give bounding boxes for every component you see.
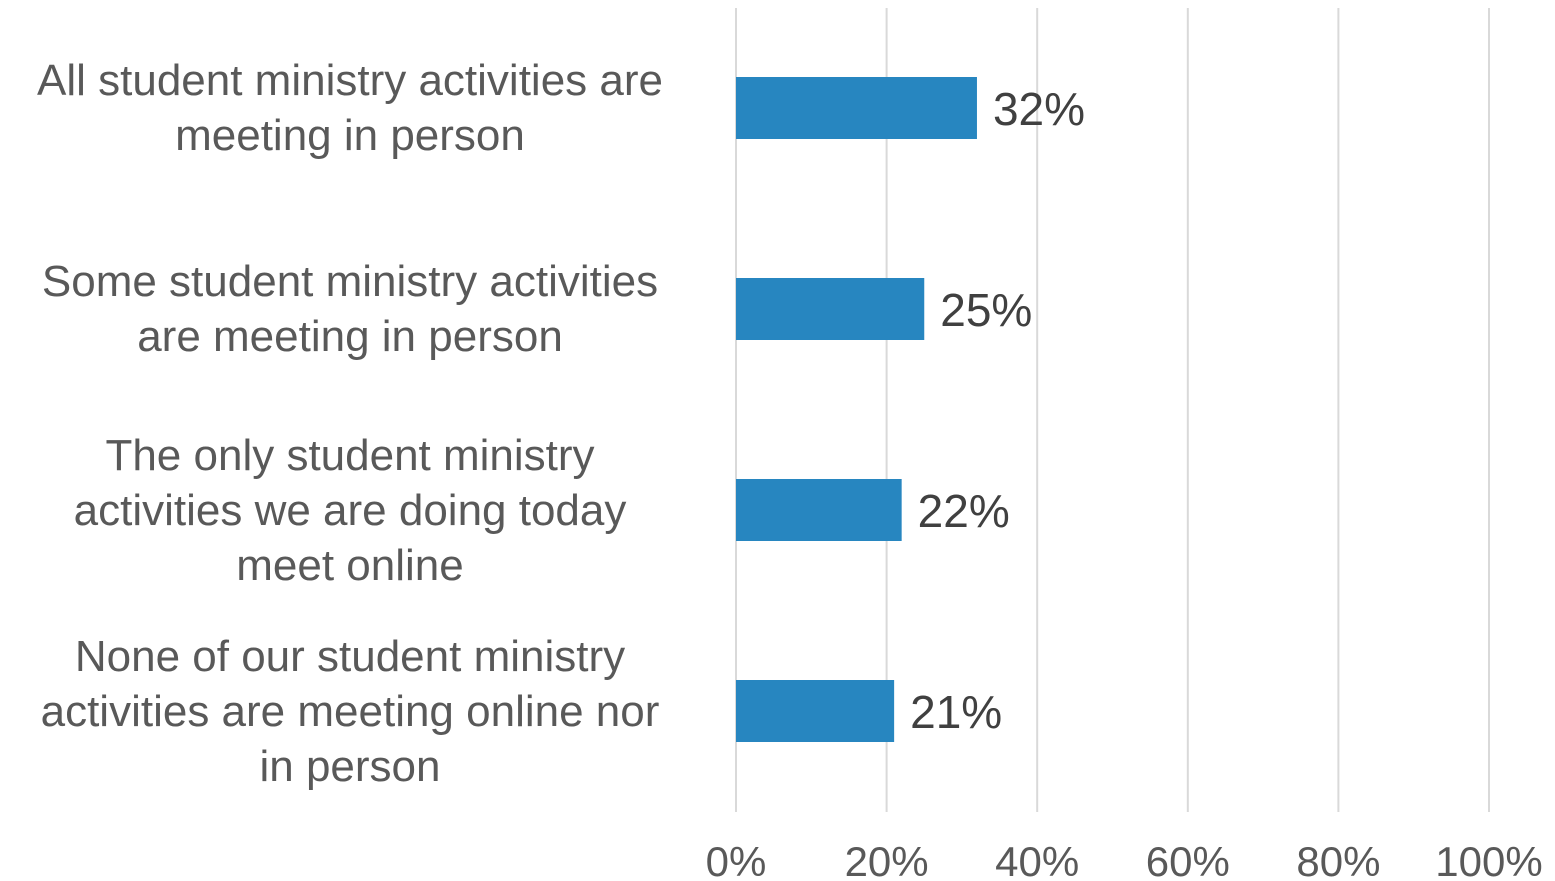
category-label-line: None of our student ministry: [74, 631, 626, 681]
x-axis-tick-labels: 0% 20% 40% 60% 80% 100%: [706, 838, 1543, 881]
data-label: 21%: [910, 686, 1002, 738]
data-label: 25%: [940, 284, 1032, 336]
bar: [736, 479, 902, 541]
bar: [736, 278, 925, 340]
category-label-line: The only student ministry: [105, 430, 595, 480]
category-label: The only student ministry activities we a…: [0, 428, 700, 593]
category-label-line: All student ministry activities are: [37, 56, 663, 105]
bar: [736, 680, 895, 742]
category-label-line: are meeting in person: [137, 312, 563, 361]
gridlines: [735, 8, 1490, 812]
category-label-line: activities we are doing today: [73, 485, 627, 535]
category-label-line: in person: [259, 741, 441, 791]
category-label: None of our student ministry activities a…: [0, 629, 700, 794]
x-tick-label: 0%: [706, 838, 767, 881]
bars: [736, 77, 977, 742]
data-label: 22%: [918, 485, 1010, 537]
x-tick-label: 60%: [1146, 838, 1230, 881]
x-tick-label: 100%: [1435, 838, 1542, 881]
category-label-line: meet online: [236, 540, 464, 590]
category-label: Some student ministry activities are meet…: [0, 254, 700, 364]
data-label: 32%: [993, 83, 1085, 135]
x-tick-label: 80%: [1296, 838, 1380, 881]
x-tick-label: 20%: [845, 838, 929, 881]
x-tick-label: 40%: [995, 838, 1079, 881]
bar: [736, 77, 977, 139]
category-label: All student ministry activities are meeti…: [0, 53, 700, 163]
category-label-line: meeting in person: [175, 111, 525, 160]
category-label-line: activities are meeting online nor: [40, 686, 660, 736]
category-label-line: Some student ministry activities: [41, 257, 659, 306]
data-labels: 32% 25% 22% 21%: [910, 83, 1085, 738]
